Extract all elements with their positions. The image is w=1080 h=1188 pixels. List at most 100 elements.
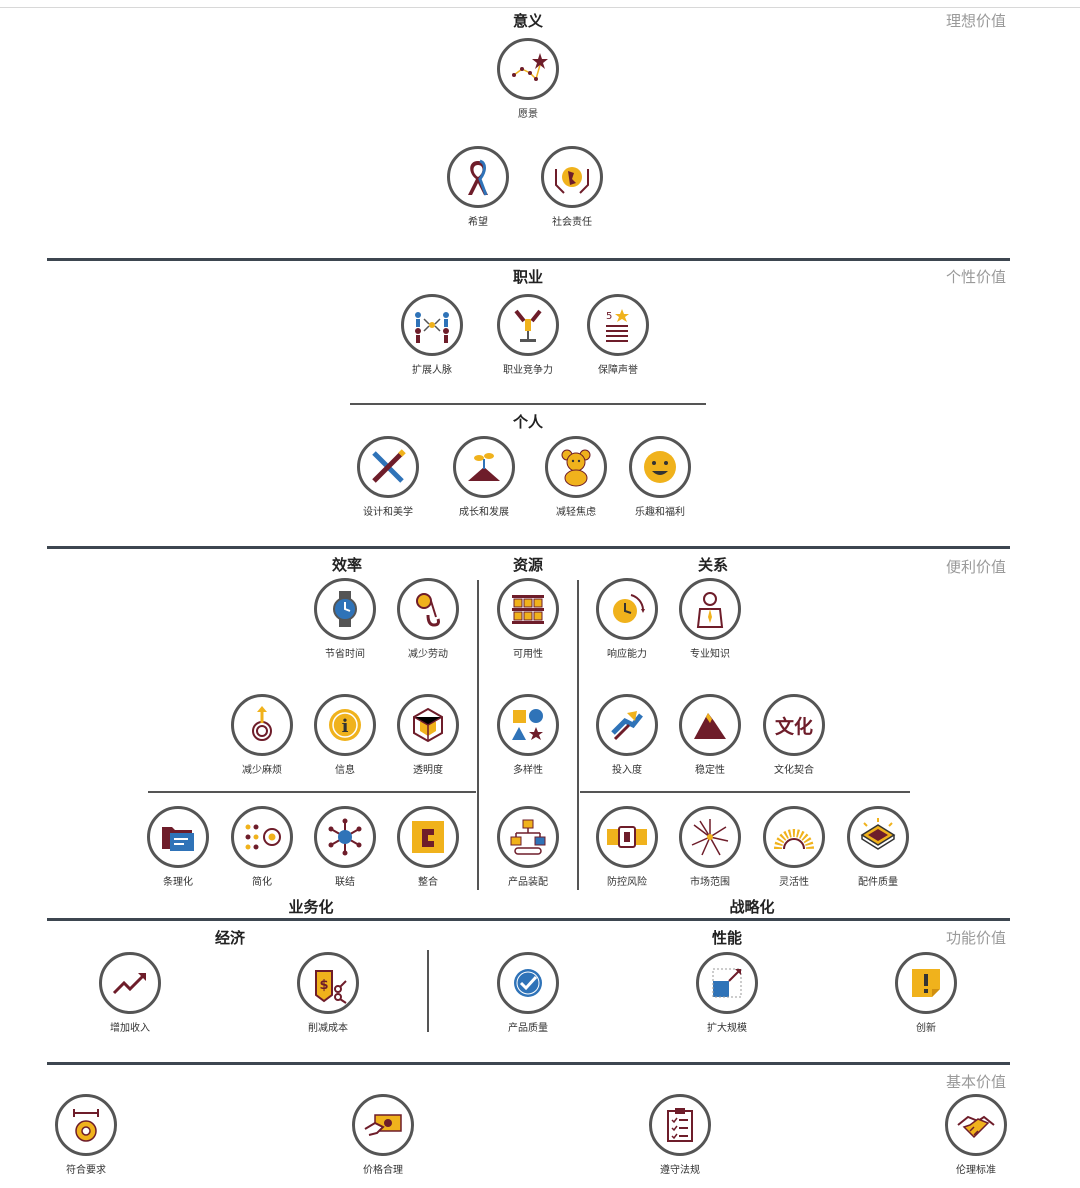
sprout-icon (468, 453, 500, 481)
column-divider-left (477, 580, 479, 890)
sub-divider-individual (350, 403, 706, 405)
element-social-responsibility: 社会责任 (517, 146, 627, 228)
shapes-icon (512, 709, 543, 740)
element-reputation: 5 保障声誉 (563, 294, 673, 376)
culture-text-icon: 文化 (775, 715, 813, 738)
watch-icon (333, 591, 357, 627)
element-transparency: 透明度 (373, 694, 483, 776)
tier-divider-basic (47, 1062, 1010, 1065)
element-product-quality: 产品质量 (473, 952, 583, 1034)
clipboard-checklist-icon (667, 1108, 693, 1142)
handshake-pen-icon (611, 711, 643, 741)
constellation-icon (512, 53, 548, 81)
scale-up-icon (712, 968, 742, 998)
element-innovation: 创新 (871, 952, 981, 1034)
tier-divider-functional (47, 918, 1010, 921)
handshake-icon (957, 1115, 995, 1139)
element-simplification: 简化 (207, 806, 317, 888)
element-expertise: 专业知识 (655, 578, 765, 660)
measure-washer-icon (73, 1109, 99, 1142)
element-anxiety: 减轻焦虑 (521, 436, 631, 518)
hands-globe-icon (555, 167, 589, 194)
rating-document-icon: 5 (606, 309, 629, 342)
chip-icon (860, 818, 896, 850)
trend-up-icon (112, 973, 146, 995)
sub-divider-relations (580, 791, 910, 793)
element-scalability: 扩大规模 (672, 952, 782, 1034)
people-network-icon (415, 312, 449, 343)
hub-icon (328, 818, 362, 856)
element-competitiveness: 职业竞争力 (473, 294, 583, 376)
teddy-bear-icon (561, 449, 591, 487)
group-resources: 资源 (512, 556, 544, 574)
element-flexibility: 灵活性 (739, 806, 849, 888)
svg-text:i: i (342, 716, 349, 737)
element-availability: 可用性 (473, 578, 583, 660)
element-responsiveness: 响应能力 (572, 578, 682, 660)
tier-label-basic: 基本价值 (946, 1073, 1007, 1091)
element-variety: 多样性 (473, 694, 583, 776)
tier-divider-convenience (47, 546, 1010, 549)
sub-divider-efficiency (148, 791, 476, 793)
group-economy: 经济 (214, 929, 246, 947)
assembly-icon (510, 819, 546, 855)
trophy-icon (514, 309, 542, 342)
element-acceptable-price: 价格合理 (328, 1094, 438, 1176)
tier-divider-personal (47, 258, 1010, 261)
starburst-icon (691, 819, 729, 856)
element-fun: 乐趣和福利 (605, 436, 715, 518)
group-performance: 性能 (711, 929, 743, 947)
group-business: 业务化 (288, 898, 334, 916)
element-increase-revenue: 增加收入 (75, 952, 185, 1034)
info-icon: i (329, 709, 361, 741)
smiley-icon (644, 451, 676, 483)
tier-label-ideal: 理想价值 (946, 12, 1007, 30)
element-culture-fit: 文化 文化契合 (739, 694, 849, 776)
cube-icon (413, 707, 443, 743)
top-border (0, 7, 1080, 8)
element-stability: 稳定性 (655, 694, 765, 776)
flexible-arc-icon (774, 829, 814, 850)
price-tag-scissors-icon: $ (315, 970, 347, 1004)
pulley-hook-icon (416, 593, 440, 627)
seatbelt-buckle-icon (607, 826, 647, 848)
element-risk-reduction: 防控风险 (572, 806, 682, 888)
checkmark-badge-icon (514, 969, 542, 997)
clock-arrow-icon (613, 594, 645, 623)
element-vision: 愿景 (473, 38, 583, 120)
group-efficiency: 效率 (331, 556, 363, 574)
column-divider-right (577, 580, 579, 890)
group-meaning: 意义 (512, 12, 544, 30)
group-relations: 关系 (697, 556, 729, 574)
group-career: 职业 (512, 268, 544, 286)
element-reduce-hassle: 减少麻烦 (207, 694, 317, 776)
sticky-note-exclamation-icon (912, 969, 940, 997)
shelves-icon (512, 595, 544, 624)
element-organization: 条理化 (123, 806, 233, 888)
element-network: 扩展人脉 (377, 294, 487, 376)
element-compliance: 遵守法规 (625, 1094, 735, 1176)
tier-label-convenience: 便利价值 (946, 558, 1007, 576)
element-information: i 信息 (290, 694, 400, 776)
element-component-quality: 配件质量 (823, 806, 933, 888)
svg-text:$: $ (319, 978, 328, 993)
element-integration: 整合 (373, 806, 483, 888)
element-connection: 联结 (290, 806, 400, 888)
element-growth: 成长和发展 (429, 436, 539, 518)
folder-icon (162, 827, 194, 851)
tier-label-functional: 功能价值 (946, 929, 1007, 947)
element-reduce-effort: 减少劳动 (373, 578, 483, 660)
group-strategic: 战略化 (729, 898, 775, 916)
untangle-arrow-icon (252, 706, 272, 741)
column-divider-functional (427, 950, 429, 1032)
element-meet-requirements: 符合要求 (31, 1094, 141, 1176)
puzzle-block-icon (412, 821, 444, 853)
element-cost-reduction: $ 削减成本 (273, 952, 383, 1034)
hand-cash-icon (364, 1114, 402, 1136)
ribbon-icon (468, 159, 488, 196)
svg-text:文化: 文化 (775, 715, 813, 738)
element-ethical-standards: 伦理标准 (921, 1094, 1031, 1176)
element-reach: 市场范围 (655, 806, 765, 888)
element-design: 设计和美学 (333, 436, 443, 518)
group-individual: 个人 (512, 413, 544, 431)
